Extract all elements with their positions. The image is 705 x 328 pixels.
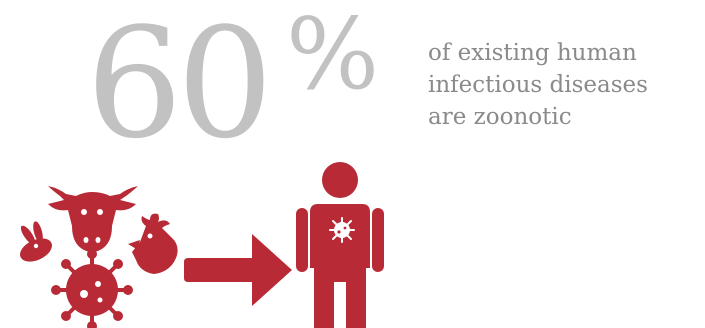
stat-number: 60 bbox=[86, 0, 273, 172]
cow-icon bbox=[48, 186, 138, 252]
caption-line-1: of existing human bbox=[428, 40, 637, 66]
person-icon bbox=[296, 162, 384, 328]
virus-icon bbox=[329, 217, 355, 243]
rabbit-icon bbox=[20, 221, 52, 262]
virus-icon bbox=[51, 249, 133, 328]
arrow-right-icon bbox=[184, 234, 292, 306]
stat-percent-sign: % bbox=[286, 0, 380, 112]
stat-caption: of existing human infectious diseases ar… bbox=[428, 37, 703, 133]
caption-line-3: are zoonotic bbox=[428, 104, 572, 130]
chicken-icon bbox=[128, 213, 178, 274]
caption-line-2: infectious diseases bbox=[428, 72, 648, 98]
